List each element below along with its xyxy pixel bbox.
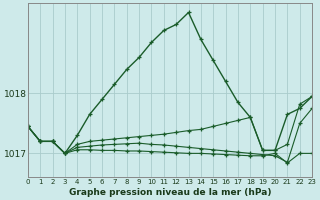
X-axis label: Graphe pression niveau de la mer (hPa): Graphe pression niveau de la mer (hPa) <box>69 188 271 197</box>
